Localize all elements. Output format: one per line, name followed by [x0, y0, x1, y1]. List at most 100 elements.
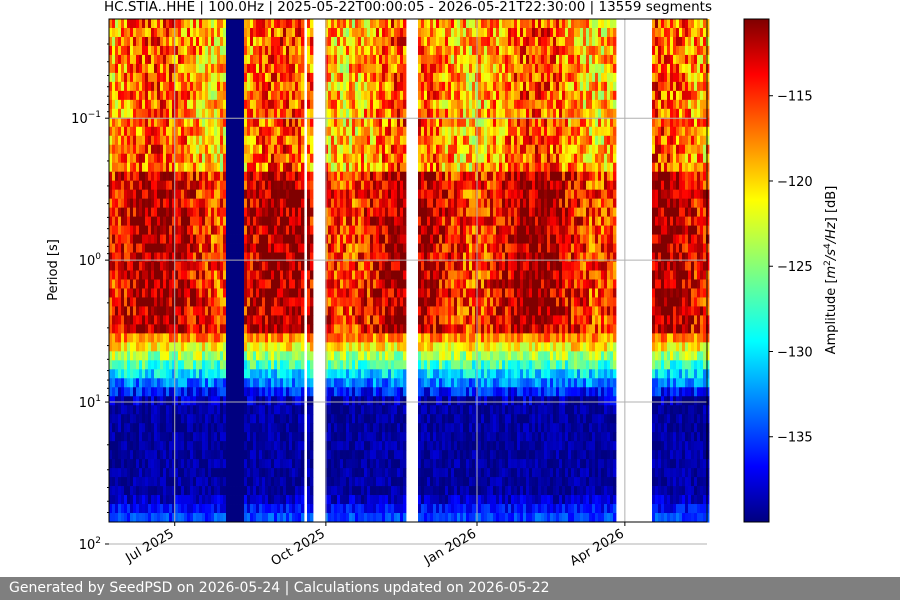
heatmap-cell	[142, 261, 146, 271]
heatmap-cell	[139, 279, 143, 289]
heatmap-cell	[334, 27, 338, 38]
heatmap-cell	[370, 513, 374, 523]
heatmap-cell	[274, 198, 278, 209]
heatmap-cell	[253, 378, 257, 388]
heatmap-cell	[328, 126, 332, 137]
heatmap-cell	[265, 324, 269, 334]
heatmap-cell	[160, 450, 164, 460]
heatmap-cell	[262, 468, 266, 478]
heatmap-cell	[187, 252, 191, 262]
heatmap-cell	[190, 396, 194, 406]
heatmap-cell	[217, 477, 221, 487]
heatmap-cell	[292, 405, 296, 415]
heatmap-cell	[307, 270, 311, 280]
heatmap-cell	[196, 72, 200, 83]
heatmap-cell	[268, 45, 272, 56]
heatmap-cell	[346, 225, 350, 235]
heatmap-cell	[139, 378, 143, 388]
heatmap-cell	[331, 90, 335, 101]
heatmap-cell	[256, 468, 260, 478]
heatmap-cell	[238, 90, 242, 101]
heatmap-cell	[337, 36, 341, 47]
heatmap-cell	[325, 234, 329, 244]
heatmap-cell	[202, 405, 206, 415]
heatmap-cell	[133, 324, 137, 334]
heatmap-cell	[115, 162, 119, 173]
heatmap-cell	[169, 396, 173, 406]
heatmap-cell	[373, 324, 377, 334]
heatmap-cell	[271, 351, 275, 361]
heatmap-cell	[256, 144, 260, 155]
heatmap-cell	[127, 423, 131, 433]
heatmap-cell	[217, 468, 221, 478]
heatmap-cell	[199, 504, 203, 514]
heatmap-cell	[256, 459, 260, 469]
heatmap-cell	[247, 45, 251, 56]
heatmap-cell	[241, 432, 245, 442]
heatmap-cell	[241, 288, 245, 298]
heatmap-cell	[292, 351, 296, 361]
heatmap-cell	[208, 234, 212, 244]
heatmap-cell	[247, 315, 251, 325]
heatmap-cell	[178, 477, 182, 487]
heatmap-cell	[331, 351, 335, 361]
heatmap-cell	[232, 171, 236, 182]
heatmap-cell	[184, 279, 188, 289]
heatmap-cell	[220, 450, 224, 460]
heatmap-cell	[367, 513, 371, 523]
heatmap-cell	[136, 360, 140, 370]
heatmap-cell	[328, 360, 332, 370]
heatmap-cell	[130, 27, 134, 38]
heatmap-cell	[244, 279, 248, 289]
heatmap-cell	[109, 288, 113, 298]
heatmap-cell	[172, 387, 176, 397]
heatmap-cell	[238, 243, 242, 253]
heatmap-cell	[331, 315, 335, 325]
heatmap-cell	[154, 297, 158, 307]
heatmap-cell	[292, 432, 296, 442]
heatmap-cell	[109, 252, 113, 262]
heatmap-cell	[133, 36, 137, 47]
heatmap-cell	[214, 504, 218, 514]
heatmap-cell	[364, 513, 368, 523]
heatmap-cell	[163, 135, 167, 146]
heatmap-cell	[370, 117, 374, 128]
heatmap-cell	[280, 396, 284, 406]
heatmap-cell	[250, 54, 254, 65]
heatmap-cell	[223, 315, 227, 325]
heatmap-cell	[172, 117, 176, 128]
heatmap-cell	[229, 54, 233, 65]
heatmap-cell	[235, 459, 239, 469]
heatmap-cell	[178, 171, 182, 182]
heatmap-cell	[208, 459, 212, 469]
heatmap-cell	[112, 288, 116, 298]
heatmap-cell	[235, 207, 239, 218]
heatmap-cell	[241, 324, 245, 334]
heatmap-cell	[286, 252, 290, 262]
heatmap-cell	[256, 27, 260, 38]
heatmap-cell	[352, 144, 356, 155]
heatmap-cell	[127, 360, 131, 370]
heatmap-cell	[373, 486, 377, 496]
heatmap-cell	[133, 81, 137, 92]
heatmap-cell	[280, 342, 284, 352]
heatmap-cell	[163, 468, 167, 478]
heatmap-cell	[112, 234, 116, 244]
heatmap-cell	[367, 414, 371, 424]
heatmap-cell	[205, 45, 209, 56]
heatmap-cell	[184, 81, 188, 92]
heatmap-cell	[379, 153, 383, 164]
heatmap-column	[154, 19, 158, 523]
heatmap-cell	[154, 477, 158, 487]
heatmap-cell	[334, 495, 338, 505]
heatmap-cell	[127, 288, 131, 298]
heatmap-cell	[259, 45, 263, 56]
heatmap-cell	[274, 369, 278, 379]
heatmap-cell	[361, 324, 365, 334]
heatmap-cell	[136, 297, 140, 307]
heatmap-cell	[178, 360, 182, 370]
heatmap-cell	[142, 432, 146, 442]
heatmap-cell	[256, 216, 260, 226]
heatmap-cell	[343, 297, 347, 307]
heatmap-cell	[196, 99, 200, 110]
